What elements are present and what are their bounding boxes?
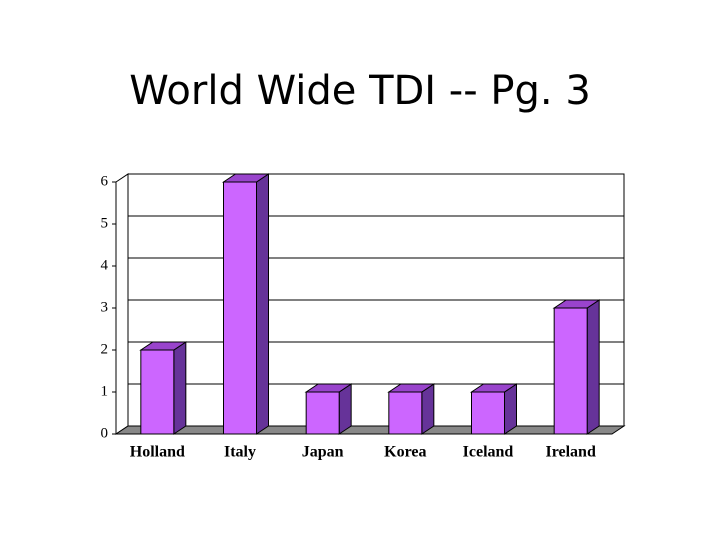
bar bbox=[139, 341, 188, 435]
y-tick-label: 6 bbox=[101, 173, 109, 189]
x-tick-label: Ireland bbox=[545, 444, 595, 461]
bar-front bbox=[223, 181, 257, 435]
bar bbox=[552, 299, 601, 435]
bar-front bbox=[140, 349, 175, 435]
bar-side bbox=[421, 383, 435, 435]
x-tick-label: Holland bbox=[130, 444, 185, 461]
x-tick-label: Italy bbox=[224, 444, 256, 461]
y-tick-label: 3 bbox=[101, 299, 109, 315]
bar bbox=[221, 173, 271, 435]
bar-front bbox=[553, 307, 588, 435]
x-tick-label: Korea bbox=[384, 444, 426, 461]
bar-front bbox=[388, 391, 423, 435]
floor bbox=[114, 425, 626, 435]
bar-side bbox=[504, 383, 517, 435]
bar-front bbox=[305, 391, 340, 435]
bar bbox=[469, 383, 519, 435]
x-tick-label: Iceland bbox=[463, 444, 514, 461]
y-tick-label: 2 bbox=[101, 341, 109, 357]
bar-side bbox=[173, 341, 187, 435]
bar-side bbox=[586, 299, 600, 435]
bar bbox=[387, 383, 436, 435]
y-tick-label: 0 bbox=[101, 425, 109, 441]
bar-front bbox=[471, 391, 505, 435]
side-wall bbox=[115, 173, 129, 435]
bar-side bbox=[338, 383, 352, 435]
y-tick-label: 1 bbox=[101, 383, 109, 399]
y-tick-label: 4 bbox=[101, 257, 109, 273]
bar-side bbox=[256, 173, 269, 435]
x-tick-label: Japan bbox=[302, 444, 344, 461]
bar bbox=[304, 383, 353, 435]
y-tick-label: 5 bbox=[101, 215, 109, 231]
chart-title: World Wide TDI -- Pg. 3 bbox=[129, 68, 591, 114]
